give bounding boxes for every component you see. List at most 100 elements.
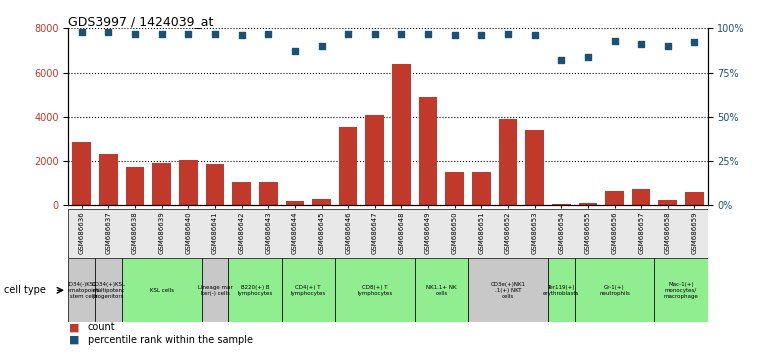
Bar — [232, 182, 251, 205]
Text: Mac-1(+)
monocytes/
macrophage: Mac-1(+) monocytes/ macrophage — [664, 282, 699, 298]
Text: GSM686652: GSM686652 — [505, 211, 511, 254]
Point — [155, 31, 167, 36]
Text: GSM686659: GSM686659 — [692, 211, 697, 254]
Bar — [525, 130, 544, 205]
Text: GSM686656: GSM686656 — [612, 211, 617, 254]
Point — [262, 31, 274, 36]
Point — [75, 29, 88, 35]
Point — [581, 54, 594, 59]
Text: percentile rank within the sample: percentile rank within the sample — [88, 335, 253, 345]
Bar — [365, 115, 384, 205]
Text: GSM686651: GSM686651 — [479, 211, 484, 254]
Bar — [99, 154, 118, 205]
Text: count: count — [88, 322, 115, 332]
Point — [209, 31, 221, 36]
Bar — [259, 182, 278, 205]
Bar — [72, 142, 91, 205]
Text: GSM686640: GSM686640 — [186, 211, 191, 254]
Text: GDS3997 / 1424039_at: GDS3997 / 1424039_at — [68, 15, 214, 28]
Text: GSM686648: GSM686648 — [399, 211, 404, 254]
Text: KSL cells: KSL cells — [150, 288, 174, 293]
Point — [449, 33, 461, 38]
Bar — [126, 167, 145, 205]
Text: CD34(-)KSL
hematopoieti
c stem cells: CD34(-)KSL hematopoieti c stem cells — [63, 282, 100, 298]
Point — [182, 31, 194, 36]
Point — [475, 33, 487, 38]
Bar — [685, 192, 704, 205]
Text: GSM686644: GSM686644 — [292, 211, 298, 254]
Bar — [632, 189, 651, 205]
Bar — [179, 160, 198, 205]
Bar — [578, 203, 597, 205]
Bar — [415, 258, 468, 322]
Bar — [605, 191, 624, 205]
Text: GSM686645: GSM686645 — [319, 211, 324, 254]
Point — [422, 31, 434, 36]
Text: GSM686643: GSM686643 — [266, 211, 271, 254]
Point — [661, 43, 674, 49]
Text: CD4(+) T
lymphocytes: CD4(+) T lymphocytes — [291, 285, 326, 296]
Text: NK1.1+ NK
cells: NK1.1+ NK cells — [426, 285, 457, 296]
Bar — [548, 258, 575, 322]
Point — [315, 43, 327, 49]
Point — [635, 41, 647, 47]
Bar — [498, 119, 517, 205]
Bar — [472, 172, 491, 205]
Text: GSM686655: GSM686655 — [585, 211, 591, 254]
Text: GSM686641: GSM686641 — [212, 211, 218, 254]
Point — [608, 38, 620, 44]
Text: Ter119(+)
erythroblasts: Ter119(+) erythroblasts — [543, 285, 579, 296]
Text: GSM686649: GSM686649 — [425, 211, 431, 254]
Point — [396, 31, 408, 36]
Point — [236, 33, 248, 38]
Text: GSM686636: GSM686636 — [79, 211, 84, 254]
Bar — [335, 258, 415, 322]
Text: Gr-1(+)
neutrophils: Gr-1(+) neutrophils — [599, 285, 630, 296]
Bar — [285, 201, 304, 205]
Point — [289, 48, 301, 54]
Text: GSM686654: GSM686654 — [559, 211, 564, 254]
Bar — [312, 199, 331, 205]
Bar — [68, 258, 95, 322]
Point — [102, 29, 114, 35]
Point — [129, 31, 142, 36]
Text: GSM686639: GSM686639 — [159, 211, 164, 254]
Text: GSM686637: GSM686637 — [106, 211, 111, 254]
Bar — [419, 97, 438, 205]
Bar — [445, 172, 464, 205]
Point — [528, 33, 540, 38]
Bar — [658, 200, 677, 205]
Bar — [339, 127, 358, 205]
Text: GSM686657: GSM686657 — [638, 211, 644, 254]
Bar — [202, 258, 228, 322]
Bar — [392, 64, 411, 205]
Bar — [654, 258, 708, 322]
Bar — [122, 258, 202, 322]
Text: GSM686647: GSM686647 — [372, 211, 377, 254]
Text: GSM686650: GSM686650 — [452, 211, 457, 254]
Bar — [552, 204, 571, 205]
Bar — [575, 258, 654, 322]
Bar — [152, 163, 171, 205]
Bar — [95, 258, 122, 322]
Point — [342, 31, 354, 36]
Text: cell type: cell type — [4, 285, 46, 295]
Text: GSM686642: GSM686642 — [239, 211, 244, 254]
Text: GSM686658: GSM686658 — [665, 211, 670, 254]
Point — [502, 31, 514, 36]
Point — [368, 31, 380, 36]
Bar — [228, 258, 282, 322]
Text: B220(+) B
lymphocytes: B220(+) B lymphocytes — [237, 285, 272, 296]
Text: ■: ■ — [68, 322, 79, 332]
Text: ■: ■ — [68, 335, 79, 345]
Point — [688, 40, 700, 45]
Text: GSM686653: GSM686653 — [532, 211, 537, 254]
Bar — [468, 258, 548, 322]
Text: CD3e(+)NK1
.1(+) NKT
cells: CD3e(+)NK1 .1(+) NKT cells — [491, 282, 525, 298]
Text: CD34(+)KSL
multipotent
progenitors: CD34(+)KSL multipotent progenitors — [91, 282, 126, 298]
Point — [555, 57, 567, 63]
Text: CD8(+) T
lymphocytes: CD8(+) T lymphocytes — [357, 285, 393, 296]
Text: GSM686638: GSM686638 — [132, 211, 138, 254]
Text: GSM686646: GSM686646 — [345, 211, 351, 254]
Bar — [282, 258, 335, 322]
